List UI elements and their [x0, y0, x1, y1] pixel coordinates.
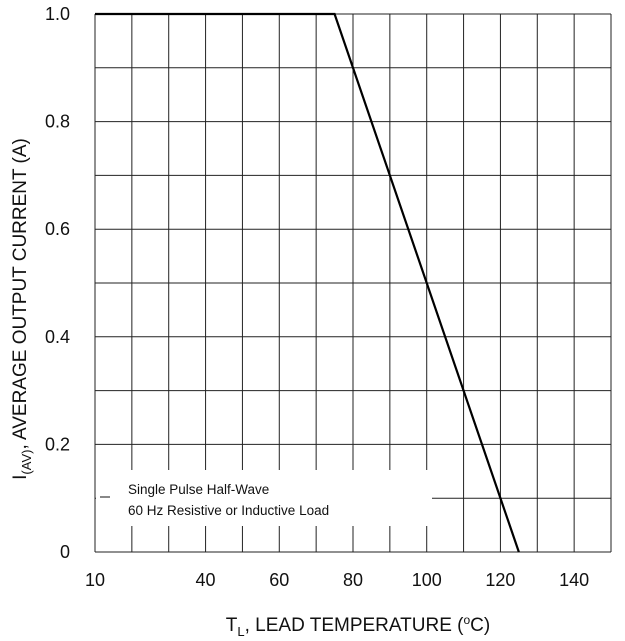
annotation-background — [96, 470, 432, 526]
x-tick-label: 80 — [343, 570, 363, 590]
y-tick-label: 0.4 — [45, 327, 70, 347]
y-tick-label: 0 — [60, 542, 70, 562]
annotation-box: Single Pulse Half-Wave 60 Hz Resistive o… — [96, 470, 432, 526]
y-axis-title-main: I — [10, 475, 31, 480]
x-axis-title-sub: L — [237, 624, 244, 639]
y-tick-label: 0.2 — [45, 434, 70, 454]
x-axis-title-rest: , LEAD TEMPERATURE ( — [245, 615, 465, 636]
x-tick-label: 40 — [196, 570, 216, 590]
x-tick-label: 120 — [485, 570, 515, 590]
x-axis-title-sup: o — [463, 613, 470, 627]
x-tick-label: 100 — [412, 570, 442, 590]
y-tick-labels: 0 0.2 0.4 0.6 0.8 1.0 — [45, 4, 70, 562]
annotation-line-1: Single Pulse Half-Wave — [128, 482, 269, 497]
series-line-0 — [95, 12, 520, 553]
y-axis-title-rest: , AVERAGE OUTPUT CURRENT (A) — [10, 138, 31, 449]
x-tick-labels: 10 40 60 80 100 120 140 — [85, 570, 589, 590]
y-axis-title: I(AV), AVERAGE OUTPUT CURRENT (A) — [10, 138, 34, 480]
x-axis-title: TL, LEAD TEMPERATURE (oC) — [226, 613, 490, 639]
series-group — [95, 12, 520, 553]
y-tick-label: 0.8 — [45, 112, 70, 132]
x-tick-label: 140 — [559, 570, 589, 590]
y-tick-label: 0.6 — [45, 219, 70, 239]
y-tick-label: 1.0 — [45, 4, 70, 24]
x-tick-label: 60 — [269, 570, 289, 590]
x-axis-title-main: T — [226, 615, 238, 636]
annotation-line-2: 60 Hz Resistive or Inductive Load — [128, 503, 329, 518]
x-tick-label: 10 — [85, 570, 105, 590]
y-axis-title-sub: (AV) — [19, 450, 34, 475]
x-axis-title-end: C) — [470, 615, 490, 636]
